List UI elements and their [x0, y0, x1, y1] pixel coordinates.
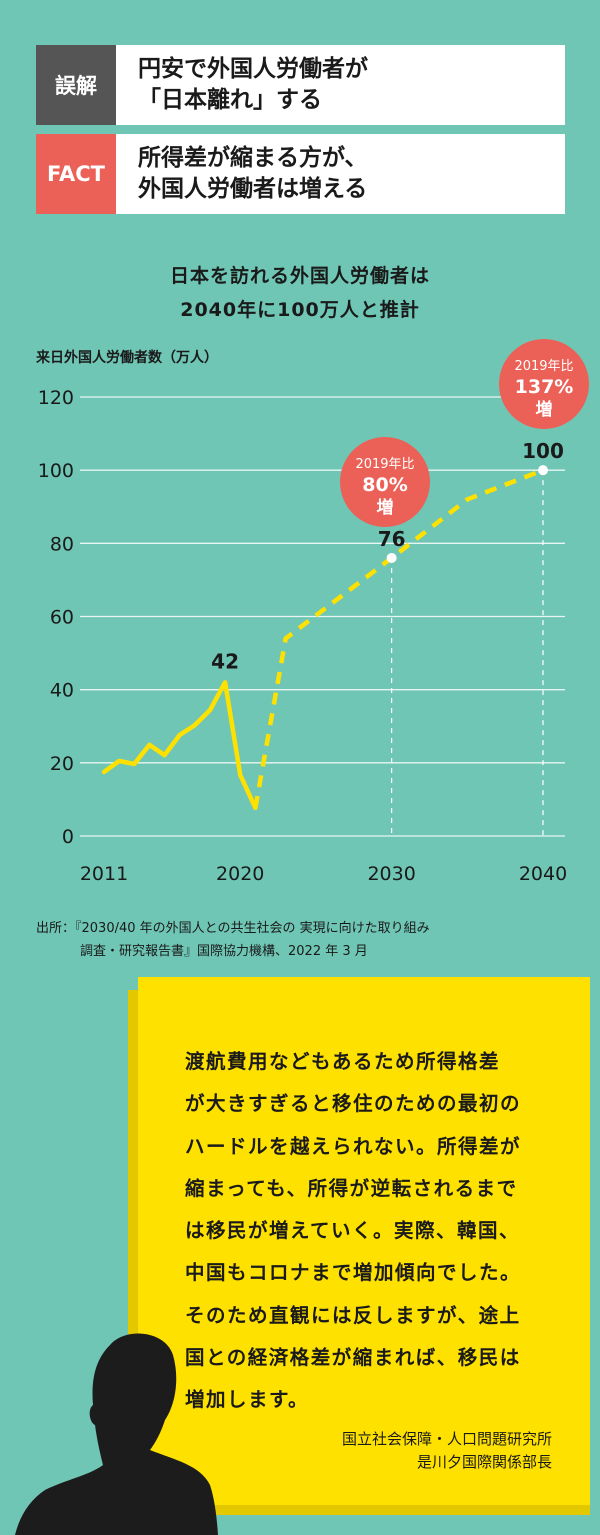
bubble-percent: 137%	[515, 376, 574, 398]
myth-text: 円安で外国人労働者が 「日本離れ」する	[116, 45, 565, 125]
quote-line: 中国もコロナまで増加傾向でした。	[185, 1261, 522, 1285]
y-tick-label: 0	[62, 826, 74, 848]
data-label: 42	[211, 649, 239, 673]
quote-line: ハードルを越えられない。所得差が	[185, 1134, 522, 1158]
chart-title-line-1: 日本を訪れる外国人労働者は	[169, 265, 430, 287]
bubble-percent: 80%	[362, 474, 407, 496]
fact-tag: FACT	[36, 134, 116, 214]
person-silhouette-icon	[15, 1333, 218, 1535]
source-line-2: 調査・研究報告書』国際協力機構、2022 年 3 月	[80, 944, 368, 959]
x-tick-label: 2020	[216, 863, 264, 885]
data-label: 76	[378, 527, 406, 551]
chart-title-line-2: 2040年に100万人と推計	[180, 299, 420, 321]
quote-line: 増加します。	[185, 1388, 310, 1412]
quote-text: 渡航費用などもあるため所得格差 が大きすぎると移住のための最初の ハードルを越えられ…	[185, 1041, 565, 1422]
actual-line	[101, 680, 258, 811]
growth-bubble	[340, 437, 430, 527]
growth-bubble	[499, 339, 589, 429]
chart-title: 日本を訪れる外国人労働者は 2040年に100万人と推計	[0, 259, 600, 327]
speaker: 国立社会保障・人口問題研究所是川夕国際関係部長	[342, 1428, 552, 1474]
fact-line-2: 外国人労働者は増える	[138, 176, 368, 202]
quote-line: 縮まっても、所得が逆転されるまで	[185, 1176, 518, 1200]
quote-line: そのため直観には反しますが、途上	[185, 1303, 521, 1327]
y-axis-label: 来日外国人労働者数（万人）	[36, 350, 218, 366]
highlight-point	[538, 465, 548, 476]
fact-text: 所得差が縮まる方が、 外国人労働者は増える	[116, 134, 565, 214]
myth-line-1: 円安で外国人労働者が	[138, 56, 368, 82]
bubble-suffix: 増	[536, 399, 553, 420]
y-tick-label: 60	[50, 607, 74, 629]
bubble-caption: 2019年比	[514, 359, 573, 374]
myth-tag: 誤解	[36, 45, 116, 125]
data-label: 100	[522, 439, 564, 463]
y-tick-label: 40	[50, 680, 74, 702]
y-tick-label: 120	[38, 387, 74, 409]
quote-line: 渡航費用などもあるため所得格差	[185, 1050, 501, 1073]
fact-row: FACT 所得差が縮まる方が、 外国人労働者は増える	[36, 134, 565, 214]
quote-line: が大きすぎると移住のための最初の	[185, 1092, 522, 1116]
quote-line: 国との経済格差が縮まれば、移民は	[185, 1346, 521, 1370]
source-line-1: 出所：『2030/40 年の外国人との共生社会の 実現に向けた取り組み	[36, 921, 430, 936]
quote-line: は移民が増えていく。実際、韓国、	[185, 1219, 521, 1243]
speaker-name: 是川夕国際関係部長	[416, 1453, 552, 1471]
source-note: 出所：『2030/40 年の外国人との共生社会の 実現に向けた取り組み調査・研究…	[36, 917, 430, 963]
y-tick-label: 100	[38, 460, 74, 482]
fact-line-1: 所得差が縮まる方が、	[138, 145, 368, 171]
x-tick-label: 2011	[80, 863, 128, 885]
bubble-caption: 2019年比	[355, 457, 414, 472]
myth-line-2: 「日本離れ」する	[138, 87, 322, 113]
bubble-suffix: 増	[377, 497, 394, 518]
myth-row: 誤解 円安で外国人労働者が 「日本離れ」する	[36, 45, 565, 125]
speaker-affiliation: 国立社会保障・人口問題研究所	[341, 1430, 552, 1448]
y-tick-label: 20	[50, 753, 74, 775]
highlight-point	[386, 552, 397, 563]
y-tick-label: 80	[50, 533, 74, 555]
x-tick-label: 2030	[367, 863, 415, 885]
quote-box	[138, 977, 590, 1505]
x-tick-label: 2040	[519, 863, 567, 885]
